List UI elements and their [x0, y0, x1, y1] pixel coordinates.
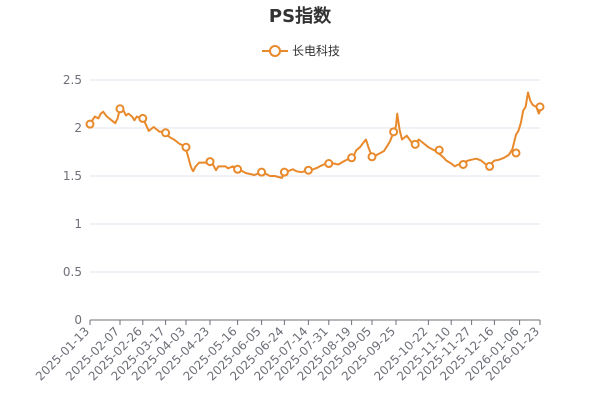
data-point-marker[interactable]: [324, 159, 334, 169]
data-point-marker[interactable]: [257, 167, 267, 177]
y-tick-label: 1.5: [63, 169, 82, 183]
series-markers: [85, 102, 545, 177]
data-point-marker[interactable]: [115, 104, 125, 114]
data-point-marker[interactable]: [161, 128, 171, 138]
data-point-marker[interactable]: [85, 119, 95, 129]
legend-marker-icon: [269, 45, 281, 57]
data-point-marker[interactable]: [535, 102, 545, 112]
data-point-marker[interactable]: [410, 139, 420, 149]
y-axis-ticks: 0 0.5 1 1.5 2 2.5: [63, 73, 82, 327]
chart-title: PS指数: [269, 5, 332, 27]
data-point-marker[interactable]: [458, 159, 468, 169]
data-point-marker[interactable]: [279, 167, 289, 177]
data-point-marker[interactable]: [389, 127, 399, 137]
series-line: [89, 91, 541, 179]
data-point-marker[interactable]: [181, 142, 191, 152]
y-tick-label: 1: [74, 217, 82, 231]
data-point-marker[interactable]: [367, 152, 377, 162]
data-point-marker[interactable]: [434, 145, 444, 155]
data-point-marker[interactable]: [347, 153, 357, 163]
y-tick-label: 0: [74, 313, 82, 327]
y-grid-lines: [90, 79, 540, 273]
legend-label: 长电科技: [292, 44, 340, 58]
data-point-marker[interactable]: [205, 157, 215, 167]
y-tick-label: 2.5: [63, 73, 82, 87]
x-axis-ticks: 2025-01-132025-02-072025-02-262025-03-17…: [33, 320, 542, 383]
y-tick-label: 0.5: [63, 265, 82, 279]
data-point-marker[interactable]: [485, 161, 495, 171]
data-point-marker[interactable]: [138, 113, 148, 123]
data-point-marker[interactable]: [303, 165, 313, 175]
y-tick-label: 2: [74, 121, 82, 135]
chart-legend[interactable]: 长电科技: [262, 44, 340, 58]
data-point-marker[interactable]: [233, 164, 243, 174]
data-point-marker[interactable]: [511, 148, 521, 158]
